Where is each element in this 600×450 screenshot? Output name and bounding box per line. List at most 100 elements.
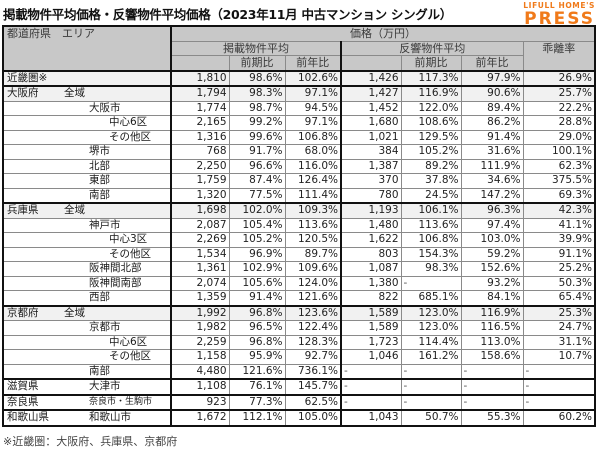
- listed-qoq-cell: 98.3%: [228, 85, 286, 102]
- listed-yoy-cell: 120.5%: [284, 232, 342, 248]
- inquiry-price-cell: -: [340, 393, 402, 411]
- area-label: 大阪市: [89, 101, 121, 114]
- header-inquiry-qoq: 前期比: [400, 55, 462, 72]
- area-cell: 近畿圏※: [2, 69, 172, 87]
- area-cell: 兵庫県 全域: [2, 202, 172, 219]
- listed-price-cell: 1,359: [170, 290, 230, 306]
- gap-rate-cell: 29.0%: [522, 129, 596, 145]
- inquiry-price-cell: 1,426: [340, 69, 402, 87]
- area-label: 奈良市・生駒市: [89, 396, 153, 407]
- listed-price-cell: 2,074: [170, 275, 230, 291]
- area-label: 大津市: [89, 380, 121, 392]
- gap-rate-cell: 41.1%: [522, 217, 596, 233]
- listed-yoy-cell: 92.7%: [284, 349, 342, 365]
- listed-price-cell: 1,672: [170, 409, 230, 427]
- listed-yoy-cell: 121.6%: [284, 290, 342, 306]
- inquiry-qoq-cell: 123.0%: [400, 304, 462, 321]
- inquiry-yoy-cell: 89.4%: [460, 100, 524, 116]
- price-table: 都道府県 エリア 価格（万円） 掲載物件平均 反響物件平均 乖離率 前期比 前年…: [2, 25, 596, 427]
- area-cell: 大阪市: [2, 100, 172, 116]
- table-row: 中心3区 2,269 105.2% 120.5% 1,622 106.8% 103.0% 39…: [2, 232, 596, 248]
- area-label: 全域: [64, 87, 85, 99]
- gap-rate-cell: -: [522, 363, 596, 380]
- header-price: 価格（万円）: [170, 25, 596, 42]
- area-cell: 東部: [2, 173, 172, 189]
- inquiry-price-cell: 780: [340, 187, 402, 204]
- area-label: 阪神間南部: [89, 276, 142, 289]
- area-cell: 大阪府 全域: [2, 85, 172, 102]
- listed-yoy-cell: 113.6%: [284, 217, 342, 233]
- inquiry-qoq-cell: 129.5%: [400, 129, 462, 145]
- listed-price-cell: 1,108: [170, 378, 230, 395]
- listed-yoy-cell: 123.6%: [284, 304, 342, 321]
- listed-qoq-cell: 77.5%: [228, 187, 286, 204]
- prefecture-label: 京都府: [7, 306, 39, 319]
- area-cell: 西部: [2, 290, 172, 306]
- listed-price-cell: 1,992: [170, 304, 230, 321]
- footnote: ※近畿圏：大阪府、兵庫県、京都府: [3, 435, 178, 448]
- listed-price-cell: 1,794: [170, 85, 230, 102]
- listed-qoq-cell: 99.6%: [228, 129, 286, 145]
- lifull-press-logo: LIFULL HOME'S PRESS: [523, 2, 595, 28]
- listed-price-cell: 1,534: [170, 246, 230, 262]
- inquiry-price-cell: 1,680: [340, 115, 402, 131]
- inquiry-yoy-cell: 93.2%: [460, 275, 524, 291]
- area-label: 全域: [64, 204, 85, 216]
- listed-qoq-cell: 91.7%: [228, 144, 286, 160]
- inquiry-price-cell: 1,193: [340, 202, 402, 219]
- gap-rate-cell: 50.3%: [522, 275, 596, 291]
- listed-price-cell: 923: [170, 393, 230, 411]
- gap-rate-cell: 25.3%: [522, 304, 596, 321]
- inquiry-price-cell: 822: [340, 290, 402, 306]
- area-label: 和歌山市: [89, 411, 131, 423]
- listed-yoy-cell: 126.4%: [284, 173, 342, 189]
- area-label: その他区: [109, 130, 151, 143]
- inquiry-qoq-cell: 98.3%: [400, 261, 462, 277]
- listed-yoy-cell: 94.5%: [284, 100, 342, 116]
- header-listed-qoq: 前期比: [228, 55, 286, 72]
- area-label: 南部: [89, 188, 110, 201]
- inquiry-yoy-cell: 86.2%: [460, 115, 524, 131]
- table-row: 奈良県 奈良市・生駒市 923 77.3% 62.5% - - - -: [2, 393, 596, 411]
- prefecture-label: 兵庫県: [7, 204, 39, 216]
- inquiry-price-cell: 1,452: [340, 100, 402, 116]
- listed-yoy-cell: 109.6%: [284, 261, 342, 277]
- area-label: 中心6区: [109, 116, 148, 128]
- area-cell: その他区: [2, 349, 172, 365]
- inquiry-qoq-cell: 113.6%: [400, 217, 462, 233]
- listed-qoq-cell: 96.8%: [228, 334, 286, 350]
- inquiry-yoy-cell: 152.6%: [460, 261, 524, 277]
- table-row: 京都府 全域 1,992 96.8% 123.6% 1,589 123.0% 116.9% 25…: [2, 304, 596, 321]
- listed-qoq-cell: 96.8%: [228, 304, 286, 321]
- listed-yoy-cell: 128.3%: [284, 334, 342, 350]
- table-row: 南部 4,480 121.6% 736.1% - - - -: [2, 363, 596, 380]
- area-label: 神戸市: [89, 218, 121, 231]
- table-row: 近畿圏※ 1,810 98.6% 102.6% 1,426 117.3% 97.9% 26.9…: [2, 69, 596, 87]
- table-header: 都道府県 エリア 価格（万円） 掲載物件平均 反響物件平均 乖離率 前期比 前年…: [2, 25, 596, 72]
- listed-price-cell: 2,250: [170, 158, 230, 174]
- gap-rate-cell: 65.4%: [522, 290, 596, 306]
- area-cell: 中心6区: [2, 115, 172, 131]
- table-row: 神戸市 2,087 105.4% 113.6% 1,480 113.6% 97.4% 41.1…: [2, 217, 596, 233]
- area-cell: 南部: [2, 187, 172, 204]
- listed-qoq-cell: 96.5%: [228, 320, 286, 336]
- listed-price-cell: 1,320: [170, 187, 230, 204]
- inquiry-qoq-cell: -: [400, 393, 462, 411]
- listed-price-cell: 4,480: [170, 363, 230, 380]
- inquiry-qoq-cell: 24.5%: [400, 187, 462, 204]
- header-listed: 掲載物件平均: [170, 40, 342, 56]
- gap-rate-cell: -: [522, 378, 596, 395]
- listed-price-cell: 1,361: [170, 261, 230, 277]
- inquiry-qoq-cell: 685.1%: [400, 290, 462, 306]
- header-gap: 乖離率: [522, 40, 596, 71]
- table-row: 北部 2,250 96.6% 116.0% 1,387 89.2% 111.9% 62.3%: [2, 158, 596, 174]
- gap-rate-cell: -: [522, 393, 596, 411]
- inquiry-qoq-cell: 117.3%: [400, 69, 462, 87]
- inquiry-yoy-cell: 103.0%: [460, 232, 524, 248]
- header-inquiry: 反響物件平均: [340, 40, 524, 56]
- listed-yoy-cell: 106.8%: [284, 129, 342, 145]
- table-row: 阪神間北部 1,361 102.9% 109.6% 1,087 98.3% 152.6% 25…: [2, 261, 596, 277]
- listed-qoq-cell: 77.3%: [228, 393, 286, 411]
- area-label: その他区: [109, 247, 151, 260]
- inquiry-yoy-cell: 31.6%: [460, 144, 524, 160]
